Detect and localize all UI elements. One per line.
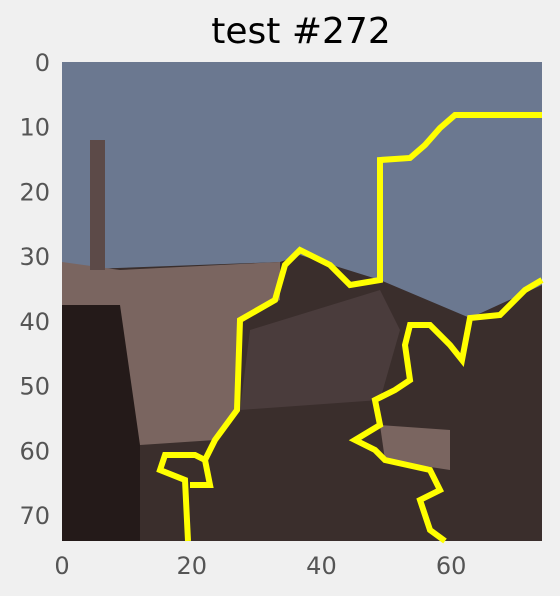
left-buildings [62, 305, 140, 541]
y-tick-label: 0 [35, 49, 50, 77]
x-tick-label: 20 [176, 552, 207, 580]
image [62, 62, 544, 544]
chart-title: test #272 [211, 11, 390, 52]
contour [190, 459, 214, 488]
x-tick-label: 0 [54, 552, 69, 580]
x-tick-label: 60 [436, 552, 467, 580]
contour [156, 112, 542, 542]
tan-building [62, 262, 280, 445]
mid-buildings [240, 290, 400, 410]
y-tick-label: 30 [19, 243, 50, 271]
y-tick-label: 20 [19, 178, 50, 206]
y-tick-label: 60 [19, 437, 50, 465]
roof [380, 425, 450, 470]
tower [90, 140, 105, 270]
y-tick-label: 40 [19, 308, 50, 336]
contour [348, 277, 544, 544]
y-tick-label: 50 [19, 373, 50, 401]
y-tick-label: 70 [19, 502, 50, 530]
x-tick-label: 40 [306, 552, 337, 580]
y-tick-label: 10 [19, 114, 50, 142]
